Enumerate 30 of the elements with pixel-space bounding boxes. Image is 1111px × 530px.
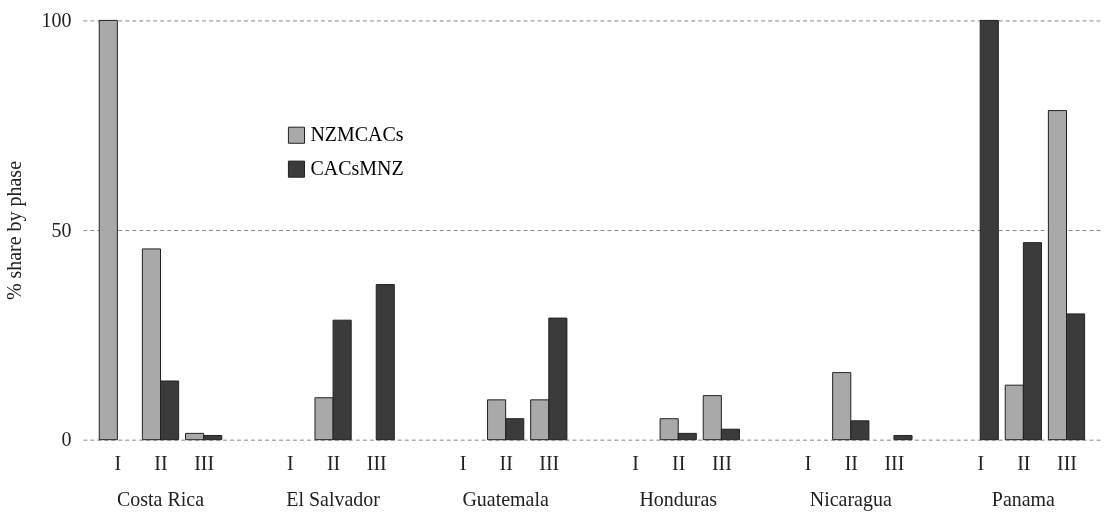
x-tick-label: II bbox=[672, 452, 686, 475]
x-tick-label: II bbox=[154, 452, 168, 475]
y-tick-label: 0 bbox=[61, 428, 72, 451]
x-tick-label: I bbox=[459, 452, 467, 475]
x-tick-label: I bbox=[977, 452, 985, 475]
x-tick-label: I bbox=[287, 452, 294, 475]
text: Honduras bbox=[639, 487, 718, 510]
x-tick-label: III bbox=[884, 452, 905, 475]
x-tick-label: I bbox=[114, 452, 122, 475]
y-tick-label: 100 bbox=[41, 8, 72, 31]
x-tick-label: III bbox=[194, 452, 215, 475]
x-tick-label: III bbox=[1057, 452, 1077, 475]
legend-label: CACsMNZ bbox=[310, 157, 404, 180]
text: Panama bbox=[991, 487, 1056, 510]
text: Costa Rica bbox=[117, 487, 205, 510]
x-tick-label: I bbox=[804, 452, 812, 475]
x-tick-label: III bbox=[539, 452, 560, 475]
legend-label: NZMCACs bbox=[310, 123, 404, 146]
text: El Salvador bbox=[286, 487, 381, 510]
x-tick-label: II bbox=[326, 452, 341, 475]
x-tick-label: II bbox=[844, 452, 858, 475]
text: Nicaragua bbox=[809, 487, 892, 511]
y-axis-title: % share by phase bbox=[3, 160, 27, 301]
x-tick-label: III bbox=[366, 452, 387, 475]
x-tick-label: I bbox=[632, 452, 639, 475]
text: Guatemala bbox=[462, 487, 549, 510]
x-tick-label: II bbox=[1017, 452, 1031, 475]
x-tick-label: II bbox=[499, 452, 513, 475]
x-tick-label: III bbox=[711, 452, 732, 475]
y-tick-label: 50 bbox=[51, 218, 72, 241]
